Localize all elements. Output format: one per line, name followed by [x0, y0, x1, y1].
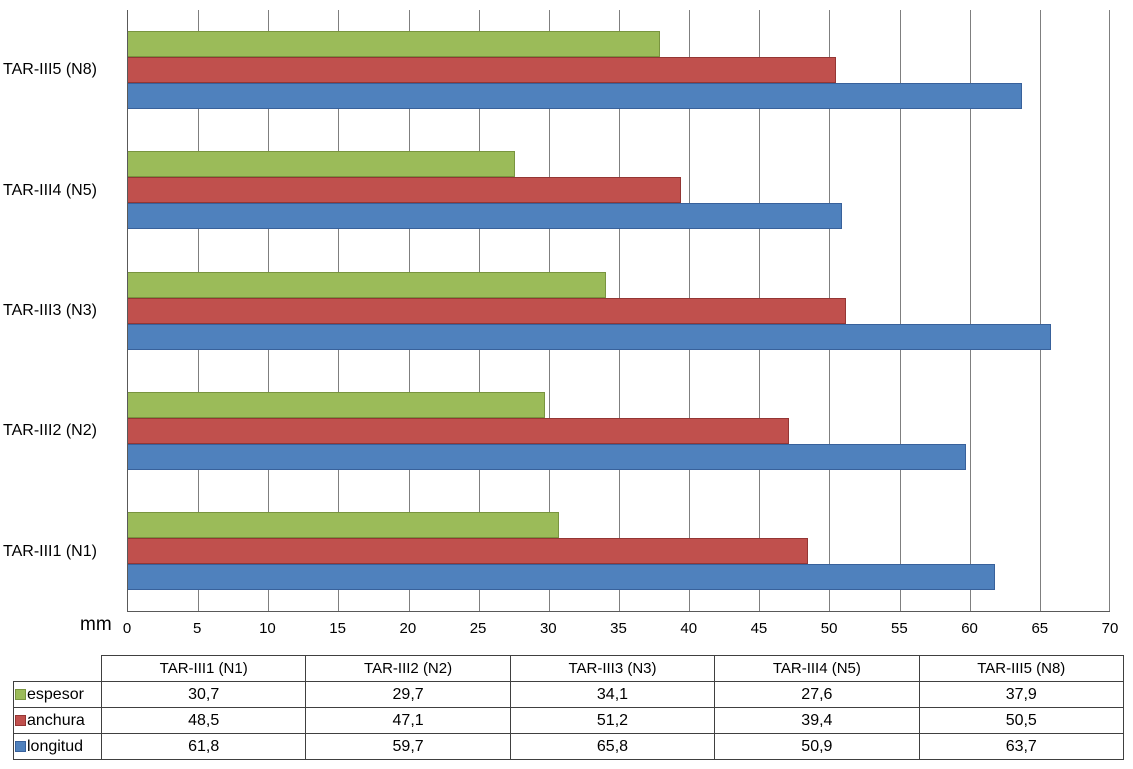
bar-anchura: [128, 57, 837, 84]
x-tick-label: 10: [259, 620, 276, 637]
category-axis-labels: TAR-III5 (N8) TAR-III4 (N5) TAR-III3 (N3) T…: [0, 10, 122, 612]
x-tick-label: 50: [820, 620, 838, 637]
legend-label: espesor: [27, 685, 84, 703]
gridline: [1039, 10, 1041, 611]
bar-anchura: [128, 417, 789, 444]
table-value-cell: 39,4: [714, 707, 920, 734]
table-value-cell: 30,7: [100, 681, 307, 708]
category-label: TAR-III3 (N3): [3, 302, 97, 320]
table-row-espesor: espesor 30,7 29,7 34,1 27,6 37,9: [13, 681, 1124, 708]
x-tick-label: 30: [539, 620, 557, 637]
bar-espesor: [128, 151, 516, 178]
table-value-cell: 48,5: [100, 707, 307, 734]
category-band: [128, 130, 1110, 250]
category-band: [128, 491, 1110, 611]
table-value-cell: 65,8: [509, 733, 716, 760]
table-value-cell: 50,5: [918, 707, 1124, 734]
legend-swatch-longitud: [15, 740, 26, 752]
table-value-cell: 34,1: [509, 681, 716, 708]
legend-swatch-espesor: [15, 688, 26, 700]
legend-cell-anchura: anchura: [13, 707, 102, 734]
x-tick-label: 20: [399, 620, 417, 637]
gridline: [969, 10, 971, 611]
category-label: TAR-III5 (N8): [3, 61, 97, 79]
table-value-cell: 51,2: [509, 707, 716, 734]
x-tick-label: 65: [1031, 620, 1049, 637]
x-tick-label: 35: [610, 620, 627, 637]
x-tick-label: 60: [961, 620, 978, 637]
data-table: TAR-III1 (N1) TAR-III2 (N2) TAR-III3 (N3) T…: [13, 655, 1124, 760]
table-value-cell: 29,7: [305, 681, 511, 708]
table-header-cell: TAR-III5 (N8): [918, 655, 1124, 682]
table-value-cell: 27,6: [714, 681, 920, 708]
x-tick-label: 70: [1101, 620, 1119, 637]
category-label: TAR-III4 (N5): [3, 181, 97, 199]
gridline: [899, 10, 901, 611]
x-tick-label: 45: [750, 620, 768, 637]
table-header-row: TAR-III1 (N1) TAR-III2 (N2) TAR-III3 (N3) T…: [14, 655, 1124, 682]
category-band: [128, 10, 1110, 130]
table-header-cell: TAR-III1 (N1): [100, 655, 307, 682]
legend-label: longitud: [27, 737, 84, 755]
table-header-cell: TAR-III3 (N3): [509, 655, 716, 682]
table-row-longitud: longitud 61,8 59,7 65,8 50,9 63,7: [13, 733, 1124, 760]
bar-anchura: [128, 297, 847, 324]
bar-espesor: [128, 271, 607, 298]
bar-anchura: [128, 537, 809, 564]
bar-longitud: [128, 563, 995, 590]
bar-longitud: [128, 443, 966, 470]
legend-label: anchura: [27, 711, 85, 729]
bar-espesor: [128, 511, 559, 538]
x-axis-title: mm: [80, 614, 112, 635]
legend-swatch-anchura: [15, 714, 26, 726]
gridline: [1109, 10, 1110, 611]
bar-longitud: [128, 323, 1052, 350]
x-tick-label: 0: [122, 620, 132, 637]
bar-longitud: [128, 203, 843, 230]
table-header-cell: TAR-III2 (N2): [305, 655, 511, 682]
table-value-cell: 37,9: [918, 681, 1124, 708]
table-value-cell: 63,7: [918, 733, 1124, 760]
x-tick-label: 40: [680, 620, 698, 637]
x-tick-label: 25: [469, 620, 487, 637]
legend-cell-longitud: longitud: [13, 733, 102, 760]
bar-espesor: [128, 391, 545, 418]
x-tick-label: 15: [329, 620, 346, 637]
bar-anchura: [128, 177, 681, 204]
bar-longitud: [128, 83, 1022, 110]
table-value-cell: 50,9: [714, 733, 920, 760]
bar-espesor: [128, 31, 660, 58]
table-header-cell: TAR-III4 (N5): [714, 655, 920, 682]
table-row-anchura: anchura 48,5 47,1 51,2 39,4 50,5: [13, 707, 1124, 734]
category-label: TAR-III1 (N1): [3, 542, 97, 560]
category-band: [128, 371, 1110, 491]
legend-cell-espesor: espesor: [13, 681, 102, 708]
table-corner-cell: [14, 656, 102, 682]
x-tick-label: 5: [193, 620, 202, 637]
category-band: [128, 250, 1110, 370]
table-value-cell: 59,7: [305, 733, 511, 760]
x-tick-label: 55: [891, 620, 908, 637]
table-value-cell: 47,1: [305, 707, 511, 734]
plot-area: [127, 10, 1110, 612]
category-label: TAR-III2 (N2): [3, 422, 97, 440]
table-value-cell: 61,8: [100, 733, 307, 760]
